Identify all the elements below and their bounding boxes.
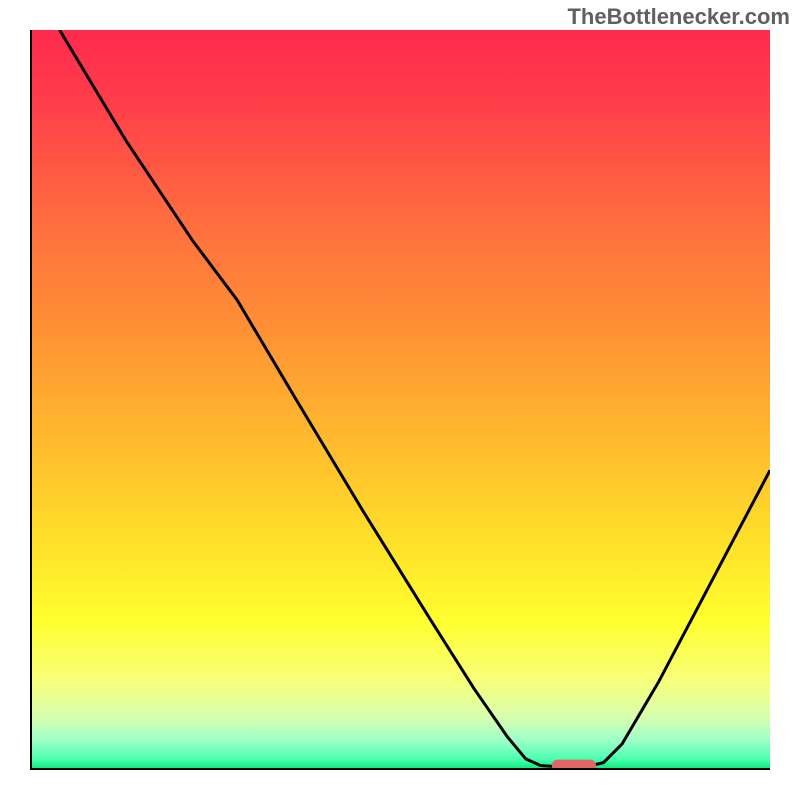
watermark-text: TheBottlenecker.com: [567, 4, 790, 30]
gradient-background: [30, 30, 770, 770]
bottleneck-chart: [30, 30, 770, 770]
chart-svg: [30, 30, 770, 770]
